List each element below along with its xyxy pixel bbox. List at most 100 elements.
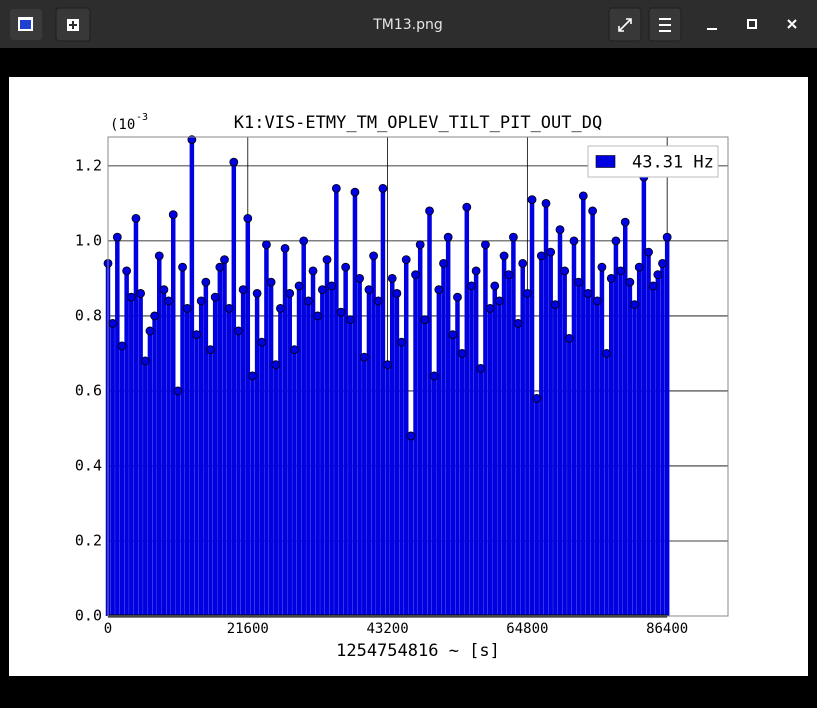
y-tick-label: 0.4 — [75, 456, 102, 474]
stem-marker — [117, 341, 127, 351]
stem-marker — [415, 240, 425, 250]
stem-marker — [303, 296, 313, 306]
stem-marker — [336, 307, 346, 317]
stem-marker — [369, 251, 379, 261]
stem-marker — [341, 262, 351, 272]
stem-marker — [644, 247, 653, 257]
stem-marker — [248, 371, 257, 381]
stem-marker — [294, 281, 304, 291]
stem-marker — [154, 251, 164, 261]
stem-marker — [145, 326, 155, 336]
legend: 43.31 Hz — [587, 145, 719, 178]
stem-marker — [252, 289, 262, 298]
stem-marker — [481, 240, 490, 250]
stem-marker — [662, 232, 672, 242]
stem-marker — [164, 296, 173, 306]
stem-marker — [122, 266, 132, 276]
close-button[interactable] — [787, 19, 797, 29]
stem-marker — [140, 356, 150, 366]
stem-marker — [276, 304, 285, 313]
stem-marker — [453, 292, 462, 302]
stem-marker — [448, 330, 458, 340]
x-tick-label: 0 — [104, 621, 112, 637]
stem-marker — [126, 292, 136, 302]
y-tick-label: 0.8 — [75, 306, 102, 324]
stem-marker — [411, 270, 420, 280]
stem-marker — [243, 213, 253, 223]
stem-marker — [392, 289, 402, 298]
stem-marker — [541, 198, 551, 208]
stem-marker — [131, 213, 141, 223]
stem-marker — [317, 285, 327, 295]
stem-marker — [658, 259, 667, 268]
stem-marker — [592, 296, 602, 306]
stem-marker — [234, 326, 243, 336]
stem-marker — [648, 281, 658, 291]
stem-marker — [471, 266, 481, 276]
y-tick-label: 1.2 — [75, 156, 102, 174]
stem-marker — [490, 281, 500, 291]
stem-marker — [564, 334, 574, 343]
stem-marker — [224, 304, 234, 313]
y-tick-label: 0.0 — [75, 607, 102, 625]
stem-marker — [527, 195, 537, 205]
stem-marker — [569, 236, 579, 246]
stem-marker — [495, 296, 504, 306]
stem-marker — [150, 311, 159, 321]
stem-marker — [406, 431, 416, 441]
x-tick-label: 21600 — [227, 621, 269, 637]
stem-marker — [299, 236, 309, 246]
stem-marker — [625, 277, 635, 287]
stem-marker — [192, 330, 201, 340]
stem-marker — [350, 187, 360, 197]
x-tick-label: 86400 — [646, 621, 688, 637]
stem-marker — [532, 394, 542, 403]
stem-marker — [513, 319, 523, 328]
stem-marker — [308, 266, 318, 276]
y-offset-base: (10 — [110, 117, 135, 133]
stem-marker — [178, 262, 187, 272]
stem-marker — [499, 251, 509, 261]
maximize-button[interactable] — [747, 19, 757, 29]
stem-marker — [238, 285, 248, 295]
stem-marker — [462, 202, 472, 212]
stem-marker — [359, 352, 369, 362]
stem-marker — [168, 210, 178, 220]
stem-marker — [112, 232, 122, 242]
stem-marker — [327, 281, 337, 291]
y-tick-label: 0.2 — [75, 531, 102, 549]
stem-marker — [616, 266, 625, 276]
stem-marker — [220, 255, 229, 265]
stem-marker — [201, 277, 211, 287]
y-offset-exponent: -3 — [136, 112, 148, 123]
stem-marker — [136, 289, 146, 298]
stem-marker — [457, 349, 467, 358]
stem-marker — [313, 311, 323, 321]
stem-marker — [383, 360, 392, 370]
stem-marker — [518, 259, 528, 268]
stem-marker — [630, 300, 639, 310]
stem-marker — [606, 274, 616, 283]
stem-marker — [322, 255, 332, 265]
plot: 0.0 0.2 0.4 0.6 0.8 1.0 1.2 0 21600 43200 64800 864… — [75, 135, 728, 637]
stem-marker — [331, 183, 341, 193]
stem-marker — [262, 240, 271, 250]
stem-marker — [285, 289, 295, 298]
stem-marker — [210, 292, 220, 302]
stem-marker — [173, 386, 183, 396]
stem-marker — [182, 304, 192, 313]
stem-marker — [578, 191, 588, 201]
stem-marker — [215, 262, 225, 272]
chart-title: K1:VIS-ETMY_TM_OPLEV_TILT_PIT_OUT_DQ — [234, 113, 602, 133]
stem-marker — [653, 270, 663, 280]
stem-marker — [485, 304, 495, 313]
fullscreen-icon — [618, 18, 632, 32]
stem-marker — [196, 296, 206, 306]
stem-marker — [378, 183, 388, 193]
legend-label: 43.31 Hz — [632, 153, 714, 173]
stem-marker — [280, 244, 290, 253]
stem-marker — [508, 232, 518, 242]
stem-marker — [387, 274, 397, 283]
stem-marker — [425, 206, 434, 216]
stem-marker — [634, 262, 644, 272]
